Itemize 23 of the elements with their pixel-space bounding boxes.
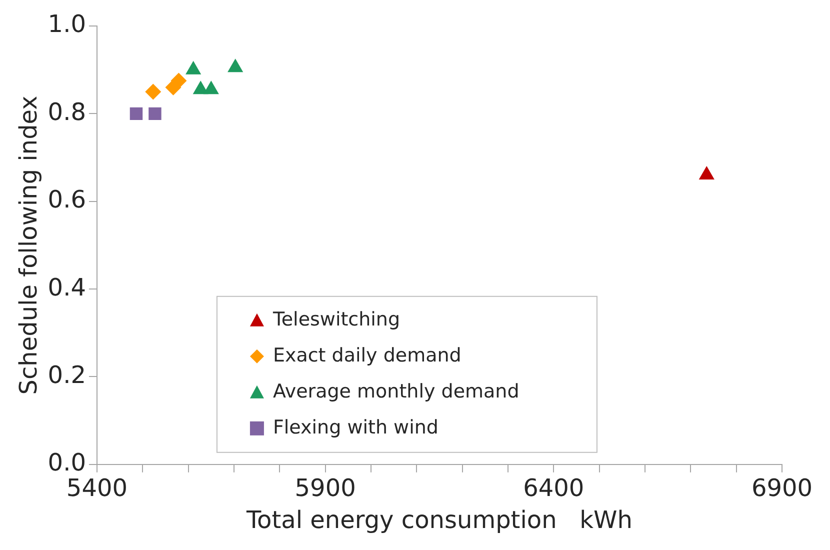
y-tick-label: 0.0: [48, 448, 86, 477]
y-tick-label: 0.6: [48, 186, 86, 214]
legend-label: Teleswitching: [272, 308, 400, 330]
y-tick-label: 0.4: [48, 273, 86, 302]
y-tick-label: 0.8: [48, 98, 86, 126]
legend-label: Exact daily demand: [272, 344, 462, 366]
y-axis-title: Schedule following index: [14, 96, 43, 395]
point: [203, 80, 219, 94]
point: [228, 58, 244, 72]
point: [170, 72, 187, 89]
legend-label: Flexing with wind: [272, 416, 438, 438]
point: [130, 107, 143, 120]
point: [148, 107, 162, 120]
x-tick-label: 5400: [66, 474, 128, 502]
x-tick-label: 6900: [751, 474, 813, 502]
x-tick-label: 6400: [523, 474, 584, 502]
legend-label: Average monthly demand: [272, 380, 520, 402]
point: [145, 84, 162, 100]
x-axis-title: Total energy consumption kWh: [245, 506, 633, 534]
y-tick-label: 0.2: [48, 360, 86, 389]
y-tick-label: 1.0: [48, 10, 86, 38]
point: [698, 166, 714, 180]
x-tick-label: 5900: [294, 474, 356, 502]
